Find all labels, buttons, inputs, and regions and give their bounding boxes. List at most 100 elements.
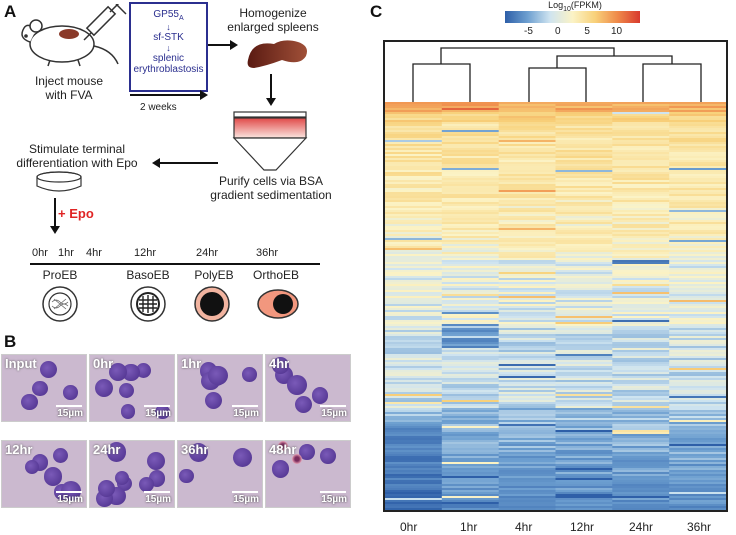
heatmap-col-12hr: 12hr [570, 520, 595, 534]
scale-bar [144, 491, 170, 493]
colorbar [505, 11, 640, 23]
micrograph-label: 24hr [93, 442, 121, 457]
culture-dish-icon [36, 171, 82, 192]
cell [39, 360, 57, 378]
cell [95, 378, 113, 397]
proeb-cell-icon [42, 286, 78, 322]
time-4hr: 4hr [86, 247, 102, 259]
purify-text: Purify cells via BSA gradient sedimentati… [210, 174, 332, 202]
epo-arrow [50, 198, 60, 234]
scale-bar [56, 491, 82, 493]
colorbar-tick: 10 [610, 26, 623, 37]
two-weeks-arrow [130, 90, 208, 100]
cell [107, 442, 127, 462]
cell [232, 447, 252, 467]
cell [118, 382, 134, 399]
colorbar-tick: 0 [555, 26, 561, 37]
time-1hr: 1hr [58, 247, 74, 259]
cell [120, 404, 136, 419]
cell [108, 363, 127, 382]
micrograph-48hr: 48hr 15µm [265, 440, 351, 508]
cell [295, 396, 313, 414]
spleen-icon [247, 40, 307, 68]
colorbar-tick: -5 [524, 26, 533, 37]
cell [208, 366, 228, 386]
scale-label: 15µm [321, 494, 347, 505]
cell [63, 385, 78, 400]
inject-text: Inject mouse with FVA [34, 74, 104, 102]
scale-bar [232, 405, 258, 407]
cell [271, 460, 290, 479]
time-36hr: 36hr [256, 247, 279, 259]
cell [292, 453, 303, 464]
micrograph-input: Input 15µm [1, 354, 87, 422]
micrograph-12hr: 12hr 15µm [1, 440, 87, 508]
scale-bar [232, 491, 258, 493]
cell [24, 459, 39, 474]
arrow-to-stimulate [152, 158, 218, 168]
splenic-text: splenic [152, 53, 185, 64]
mouse-icon [21, 19, 119, 67]
cell [21, 393, 38, 411]
scale-label: 15µm [57, 494, 83, 505]
scale-label: 15µm [145, 408, 171, 419]
panel-a-label: A [4, 2, 17, 21]
scale-label: 15µm [321, 408, 347, 419]
heatmap-col-0hr: 0hr [400, 520, 418, 534]
cell [278, 441, 289, 452]
micrograph-label: 4hr [269, 356, 290, 371]
micrograph-label: 12hr [5, 442, 33, 457]
cell [179, 468, 194, 484]
cell [204, 391, 223, 410]
micrograph-label: 1hr [181, 356, 202, 371]
micrograph-24hr: 24hr 15µm [89, 440, 175, 508]
cell [115, 471, 130, 486]
panel-b-label: B [4, 332, 17, 351]
arrow-to-tube [266, 74, 276, 106]
stage-basoeb: BasoEB [126, 268, 170, 282]
colorbar-tick: 5 [584, 26, 590, 37]
orthoeb-cell-icon [257, 289, 299, 319]
heatmap-col-4hr: 4hr [515, 520, 533, 534]
cell [52, 447, 69, 464]
dendrogram [412, 47, 702, 102]
cell [61, 480, 82, 501]
epo-label: + Epo [58, 206, 94, 221]
cell [136, 362, 152, 379]
scale-label: 15µm [233, 494, 259, 505]
cell [98, 480, 116, 497]
cell [319, 447, 336, 464]
stage-polyeb: PolyEB [194, 268, 234, 282]
micrograph-label: 48hr [269, 442, 297, 457]
time-12hr: 12hr [134, 247, 157, 259]
heatmap-body [385, 102, 726, 510]
scale-bar [320, 405, 346, 407]
arrow-to-spleen [208, 40, 238, 50]
cell [272, 357, 289, 375]
polyeb-cell-icon [194, 286, 230, 322]
cell [43, 467, 63, 486]
heatmap-col-1hr: 1hr [460, 520, 478, 534]
stage-orthoeb: OrthoEB [252, 268, 300, 282]
gradient-tube-icon [232, 111, 308, 171]
cell [286, 375, 307, 395]
two-weeks-label: 2 weeks [140, 102, 177, 113]
homogenize-text: Homogenize enlarged spleens [227, 6, 319, 34]
mouse-syringe-illustration [21, 4, 127, 67]
infection-box: GP55A ↓ sf-STK ↓ splenic erythroblastosi… [129, 2, 208, 92]
cell [138, 476, 154, 492]
sfstk-text: sf-STK [153, 32, 184, 43]
gp55-text: GP55 [153, 9, 179, 20]
cell [147, 452, 166, 470]
scale-bar [320, 491, 346, 493]
erythro-text: erythroblastosis [133, 64, 204, 75]
micrograph-label: 0hr [93, 356, 114, 371]
scale-label: 15µm [145, 494, 171, 505]
micrograph-0hr: 0hr 15µm [89, 354, 175, 422]
time-24hr: 24hr [196, 247, 219, 259]
cell [32, 380, 48, 397]
cell [311, 387, 329, 404]
basoeb-cell-icon [130, 286, 166, 322]
cell [122, 363, 140, 381]
stage-proeb: ProEB [42, 268, 78, 282]
